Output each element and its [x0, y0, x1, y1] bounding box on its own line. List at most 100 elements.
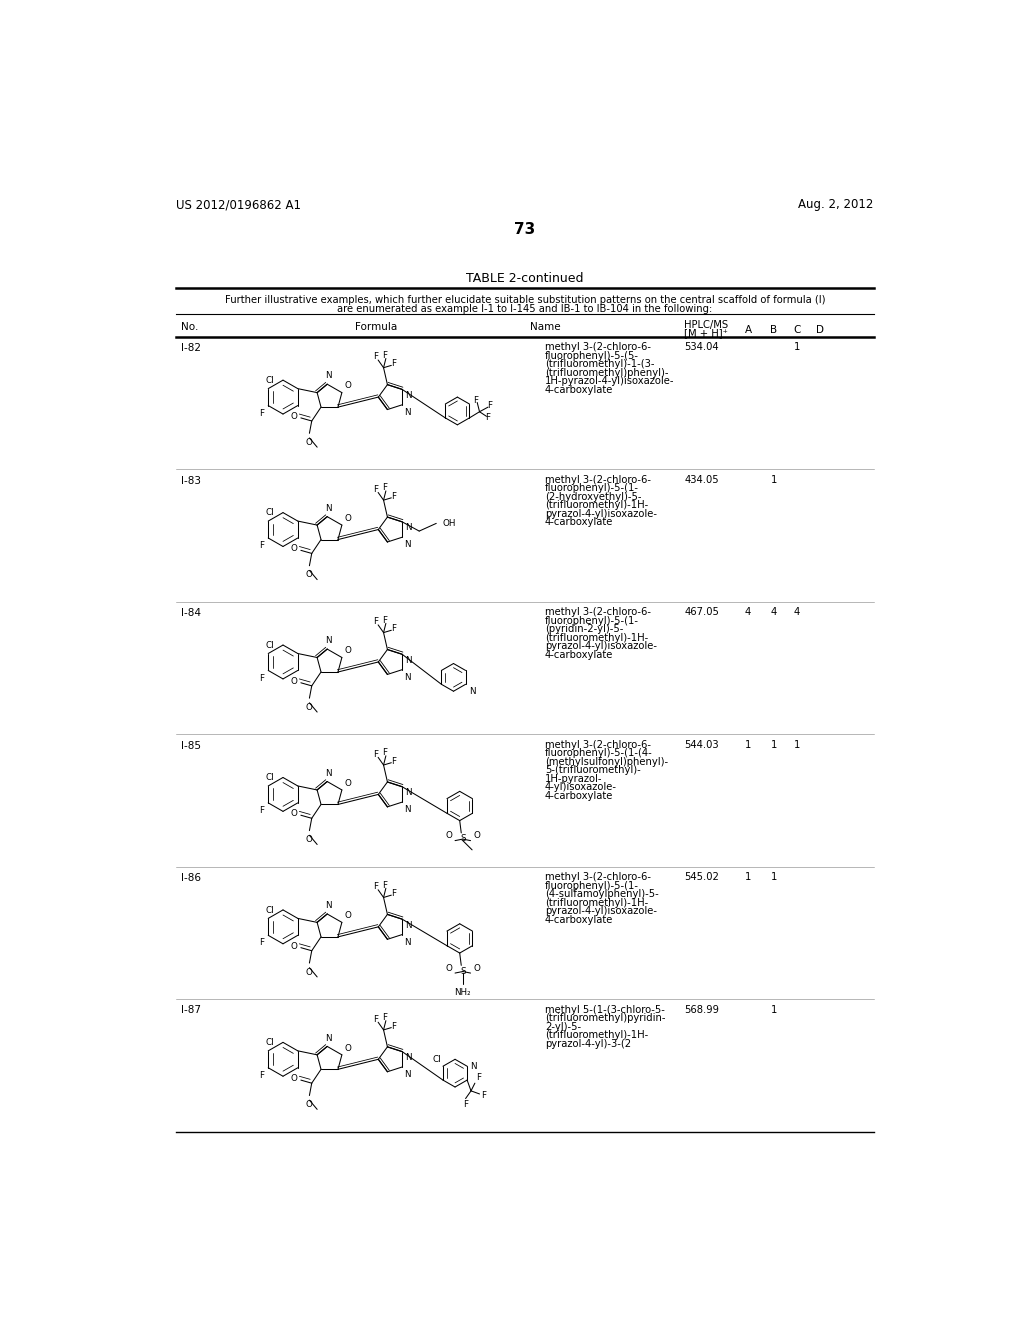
Text: O: O: [291, 809, 298, 818]
Text: O: O: [345, 381, 352, 391]
Text: methyl 3-(2-chloro-6-: methyl 3-(2-chloro-6-: [545, 739, 651, 750]
Text: Cl: Cl: [265, 376, 274, 385]
Text: 4-yl)isoxazole-: 4-yl)isoxazole-: [545, 781, 616, 792]
Text: (trifluoromethyl)-1H-: (trifluoromethyl)-1H-: [545, 632, 648, 643]
Text: 1: 1: [744, 739, 752, 750]
Text: N: N: [404, 805, 411, 814]
Text: I-85: I-85: [180, 741, 201, 751]
Text: (trifluoromethyl)pyridin-: (trifluoromethyl)pyridin-: [545, 1014, 666, 1023]
Text: 1: 1: [770, 873, 777, 882]
Text: I-87: I-87: [180, 1006, 201, 1015]
Text: F: F: [463, 1100, 468, 1109]
Text: F: F: [391, 492, 396, 500]
Text: N: N: [406, 524, 412, 532]
Text: methyl 5-(1-(3-chloro-5-: methyl 5-(1-(3-chloro-5-: [545, 1005, 665, 1015]
Text: F: F: [374, 750, 378, 759]
Text: N: N: [406, 921, 412, 929]
Text: 1H-pyrazol-: 1H-pyrazol-: [545, 774, 602, 784]
Text: (trifluoromethyl)phenyl)-: (trifluoromethyl)phenyl)-: [545, 368, 669, 378]
Text: 434.05: 434.05: [684, 475, 719, 484]
Text: pyrazol-4-yl)isoxazole-: pyrazol-4-yl)isoxazole-: [545, 508, 657, 519]
Text: Cl: Cl: [265, 774, 274, 781]
Text: F: F: [374, 484, 378, 494]
Text: F: F: [383, 1012, 388, 1022]
Text: O: O: [345, 647, 352, 655]
Text: 4-carboxylate: 4-carboxylate: [545, 385, 613, 395]
Text: O: O: [474, 964, 480, 973]
Text: N: N: [404, 1071, 411, 1078]
Text: pyrazol-4-yl)isoxazole-: pyrazol-4-yl)isoxazole-: [545, 906, 657, 916]
Text: O: O: [291, 412, 298, 421]
Text: 4: 4: [744, 607, 752, 618]
Text: F: F: [391, 890, 396, 898]
Text: NH₂: NH₂: [455, 989, 471, 998]
Text: F: F: [374, 352, 378, 362]
Text: O: O: [474, 832, 480, 841]
Text: O: O: [306, 570, 313, 579]
Text: N: N: [326, 1034, 332, 1043]
Text: O: O: [306, 836, 313, 845]
Text: methyl 3-(2-chloro-6-: methyl 3-(2-chloro-6-: [545, 607, 651, 618]
Text: F: F: [485, 413, 490, 422]
Text: I-82: I-82: [180, 343, 201, 354]
Text: 1: 1: [770, 1005, 777, 1015]
Text: (trifluoromethyl)-1H-: (trifluoromethyl)-1H-: [545, 1030, 648, 1040]
Text: 467.05: 467.05: [684, 607, 719, 618]
Text: N: N: [470, 1061, 477, 1071]
Text: N: N: [406, 1053, 412, 1063]
Text: O: O: [291, 544, 298, 553]
Text: I-84: I-84: [180, 609, 201, 618]
Text: O: O: [291, 941, 298, 950]
Text: 534.04: 534.04: [684, 342, 719, 352]
Text: 1: 1: [770, 475, 777, 484]
Text: methyl 3-(2-chloro-6-: methyl 3-(2-chloro-6-: [545, 342, 651, 352]
Text: S: S: [460, 966, 466, 975]
Text: (pyridin-2-yl)-5-: (pyridin-2-yl)-5-: [545, 624, 624, 634]
Text: C: C: [794, 325, 801, 335]
Text: N: N: [326, 371, 332, 380]
Text: N: N: [404, 673, 411, 681]
Text: 1: 1: [770, 739, 777, 750]
Text: I-83: I-83: [180, 475, 201, 486]
Text: OH: OH: [442, 519, 456, 528]
Text: N: N: [406, 656, 412, 665]
Text: N: N: [326, 902, 332, 909]
Text: (2-hydroxyethyl)-5-: (2-hydroxyethyl)-5-: [545, 492, 641, 502]
Text: O: O: [345, 911, 352, 920]
Text: N: N: [404, 937, 411, 946]
Text: F: F: [259, 807, 264, 814]
Text: 1: 1: [794, 342, 800, 352]
Text: N: N: [406, 788, 412, 797]
Text: N: N: [404, 408, 411, 417]
Text: F: F: [259, 939, 264, 948]
Text: 4-carboxylate: 4-carboxylate: [545, 915, 613, 924]
Text: O: O: [445, 832, 452, 841]
Text: N: N: [326, 504, 332, 512]
Text: fluorophenyl)-5-(1-: fluorophenyl)-5-(1-: [545, 615, 639, 626]
Text: F: F: [259, 409, 264, 417]
Text: (trifluoromethyl)-1H-: (trifluoromethyl)-1H-: [545, 898, 648, 908]
Text: I-86: I-86: [180, 873, 201, 883]
Text: N: N: [406, 391, 412, 400]
Text: pyrazol-4-yl)-3-(2: pyrazol-4-yl)-3-(2: [545, 1039, 631, 1048]
Text: Cl: Cl: [265, 640, 274, 649]
Text: F: F: [391, 1022, 396, 1031]
Text: Further illustrative examples, which further elucidate suitable substitution pat: Further illustrative examples, which fur…: [224, 294, 825, 305]
Text: A: A: [744, 325, 752, 335]
Text: (4-sulfamoylphenyl)-5-: (4-sulfamoylphenyl)-5-: [545, 890, 658, 899]
Text: F: F: [476, 1073, 481, 1081]
Text: HPLC/MS: HPLC/MS: [684, 321, 728, 330]
Text: [M + H]⁺: [M + H]⁺: [684, 329, 728, 338]
Text: N: N: [469, 686, 475, 696]
Text: No.: No.: [180, 322, 198, 333]
Text: 1: 1: [794, 739, 800, 750]
Text: O: O: [345, 1044, 352, 1052]
Text: O: O: [445, 964, 452, 973]
Text: N: N: [404, 540, 411, 549]
Text: 4-carboxylate: 4-carboxylate: [545, 649, 613, 660]
Text: F: F: [383, 351, 388, 360]
Text: O: O: [306, 438, 313, 447]
Text: 5-(trifluoromethyl)-: 5-(trifluoromethyl)-: [545, 766, 641, 775]
Text: Cl: Cl: [432, 1055, 440, 1064]
Text: methyl 3-(2-chloro-6-: methyl 3-(2-chloro-6-: [545, 873, 651, 882]
